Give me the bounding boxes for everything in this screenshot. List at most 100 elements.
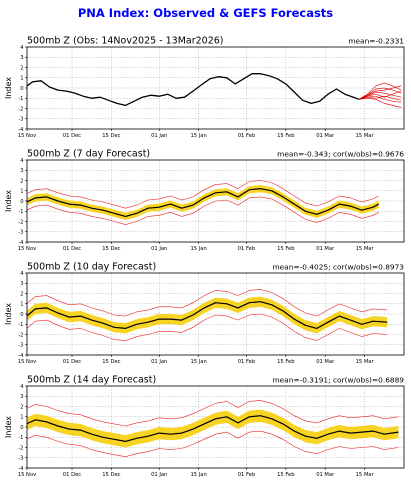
chart-4-xtick-label: 01 Dec: [63, 472, 81, 478]
chart-1-xtick-label: 01 Dec: [63, 133, 81, 139]
chart-2-xtick-label: 15 Jan: [190, 246, 206, 252]
chart-2-forecast-point: [361, 209, 363, 211]
chart-2-forecast-point: [237, 196, 239, 198]
chart-3-ytick-label: -1: [18, 322, 23, 328]
chart-1-observed-line: [27, 73, 360, 107]
chart-1-observed-point: [125, 105, 126, 106]
chart-3-forecast-point: [372, 320, 374, 322]
chart-4-forecast-point: [361, 431, 363, 433]
chart-3-xtick-label: 15 Mar: [356, 359, 375, 365]
chart-1-observed-point: [49, 86, 50, 88]
chart-4-forecast-point: [226, 416, 228, 418]
chart-1-xtick-label: 15 Mar: [356, 133, 375, 139]
chart-3-xtick-label: 01 Dec: [63, 359, 81, 365]
chart-4-xtick-label: 15 Mar: [356, 472, 375, 478]
chart-2-ylabel: Index: [4, 190, 13, 212]
chart-2-lower-range-line: [27, 196, 379, 225]
chart-1-observed-point: [91, 97, 93, 99]
chart-4-forecast-point: [192, 428, 194, 430]
chart-1-ytick-label: -1: [18, 96, 23, 102]
chart-3-forecast-point: [80, 315, 81, 317]
chart-3-spread-band: [27, 296, 388, 334]
chart-3-forecast-point: [293, 318, 295, 320]
chart-3-forecast-point: [68, 316, 70, 318]
chart-4-forecast-point: [113, 438, 115, 440]
chart-2-xtick-label: 01 Mar: [316, 246, 335, 252]
chart-2-ytick-label: -1: [18, 209, 23, 215]
chart-4-xtick-label: 15 Dec: [102, 472, 120, 478]
chart-4-frame: [26, 385, 405, 469]
chart-2-ytick-label: 3: [20, 168, 23, 174]
chart-1-observed-point: [260, 73, 261, 74]
chart-4-ytick-label: 2: [20, 404, 23, 410]
chart-4-forecast-point: [147, 435, 149, 437]
chart-1-observed-point: [99, 96, 101, 98]
chart-1-observed-point: [142, 96, 143, 98]
chart-4-lower-range-line: [27, 430, 399, 458]
chart-4-forecast-point: [80, 429, 81, 431]
chart-4-forecast-point: [125, 441, 126, 442]
chart-1-observed-point: [277, 78, 278, 80]
chart-1-observed-point: [150, 94, 152, 96]
chart-3-ytick-label: 3: [20, 281, 23, 287]
chart-3-ytick-label: -4: [18, 353, 24, 359]
chart-4-forecast-point: [316, 437, 318, 439]
chart-3-xtick-label: 01 Feb: [238, 359, 256, 365]
chart-2-forecast-point: [113, 212, 115, 214]
chart-4-forecast-point: [136, 437, 138, 439]
chart-3-xtick-label: 15 Dec: [102, 359, 120, 365]
chart-1-observed-point: [327, 93, 329, 95]
chart-2-xtick-label: 15 Mar: [356, 246, 375, 252]
chart-2-xtick-label: 15 Nov: [18, 246, 36, 252]
chart-1-observed-point: [66, 90, 67, 92]
chart-2-forecast-point: [293, 203, 295, 205]
chart-1: 500mb Z (Obs: 14Nov2025 - 13Mar2026) mean…: [4, 36, 405, 139]
chart-2-forecast-point: [91, 207, 93, 209]
chart-1-observed-point: [158, 95, 160, 97]
chart-1-observed-point: [108, 99, 109, 101]
chart-3-forecast-point: [57, 312, 59, 314]
chart-2-forecast-point: [248, 189, 250, 191]
chart-2-forecast-point: [226, 191, 228, 193]
chart-4-xtick-label: 15 Jan: [190, 472, 206, 478]
chart-2-forecast-point: [215, 192, 216, 194]
chart-3-forecast-point: [271, 304, 273, 306]
chart-2-forecast-point: [181, 207, 183, 209]
chart-4-forecast-point: [24, 425, 25, 426]
chart-1-ensemble-member-6: [358, 90, 402, 100]
chart-1-observed-point: [184, 96, 185, 98]
chart-3-xtick-label: 15 Feb: [277, 359, 295, 365]
chart-4-ylabel: Index: [4, 416, 13, 438]
chart-1-stat: mean=-0.2331: [348, 37, 404, 46]
chart-2-forecast-point: [316, 213, 318, 215]
chart-1-observed-point: [209, 78, 211, 80]
chart-3-forecast-point: [125, 328, 126, 329]
figure-title: PNA Index: Observed & GEFS Forecasts: [78, 6, 333, 20]
chart-2-frame: [26, 159, 405, 243]
chart-2-forecast-point: [57, 200, 59, 202]
chart-1-observed-point: [319, 100, 320, 102]
chart-2-forecast-point: [147, 207, 149, 209]
chart-1-observed-point: [192, 90, 194, 92]
chart-2-xtick-label: 01 Feb: [238, 246, 256, 252]
chart-2-forecast-point: [378, 203, 380, 205]
chart-4-ytick-label: -4: [18, 466, 24, 472]
chart-4-forecast-point: [181, 432, 183, 434]
chart-1-xtick-label: 01 Jan: [151, 133, 167, 139]
chart-2-forecast-point: [327, 209, 329, 211]
chart-1-observed-point: [40, 80, 42, 82]
chart-2: 500mb Z (7 day Forecast) mean=-0.343; cor…: [4, 149, 405, 252]
chart-2-forecast-point: [35, 197, 36, 199]
chart-4-forecast-point: [293, 430, 295, 432]
chart-4-forecast-point: [248, 416, 250, 418]
chart-1-ytick-label: 2: [20, 65, 23, 71]
chart-1-observed-point: [226, 77, 228, 79]
chart-2-ytick-label: -4: [18, 240, 24, 246]
chart-1-observed-point: [201, 84, 202, 86]
chart-1-xtick-label: 15 Nov: [18, 133, 36, 139]
chart-4-forecast-point: [260, 415, 261, 417]
chart-4-spread-band: [27, 409, 399, 448]
chart-1-observed-point: [344, 93, 346, 95]
chart-2-forecast-point: [68, 203, 70, 205]
